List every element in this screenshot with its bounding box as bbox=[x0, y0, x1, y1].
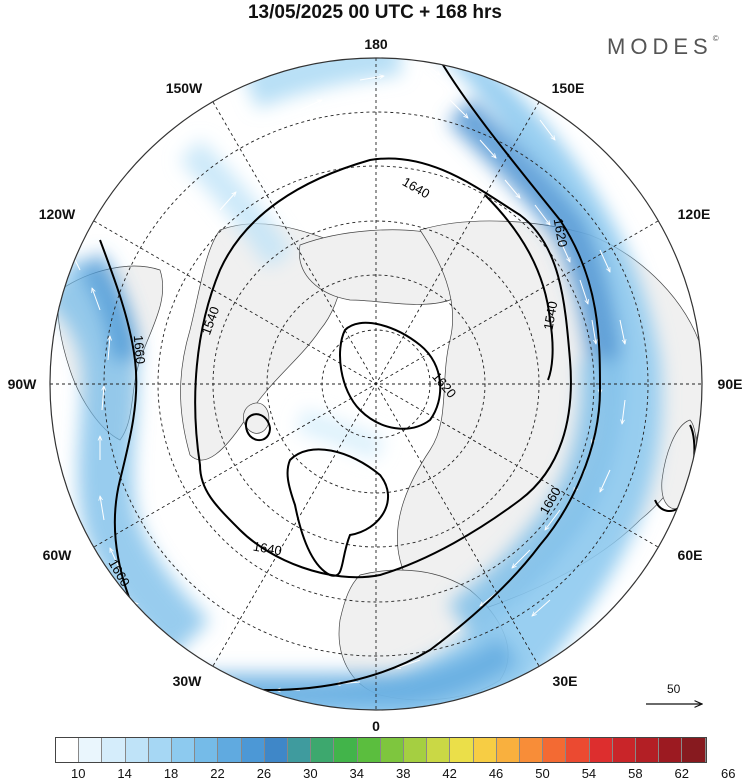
color-scale-tick-label: 10 bbox=[70, 766, 86, 781]
color-scale-cell bbox=[102, 738, 126, 762]
color-scale-cell bbox=[450, 738, 474, 762]
color-scale-cell bbox=[543, 738, 567, 762]
color-scale-cell bbox=[79, 738, 103, 762]
map-disc bbox=[50, 58, 702, 710]
color-scale-cell bbox=[148, 738, 173, 762]
color-scale-cell bbox=[520, 738, 544, 762]
color-scale-labels: 10141822263034384246505458626670 bbox=[55, 766, 735, 782]
lon-label-60e: 60E bbox=[678, 547, 703, 563]
brand-logo: MODES© bbox=[607, 34, 719, 60]
map-boundary bbox=[49, 57, 703, 711]
lon-label-30w: 30W bbox=[173, 673, 203, 689]
lon-label-150w: 150W bbox=[166, 80, 203, 96]
lon-label-120e: 120E bbox=[678, 206, 711, 222]
color-scale-cell bbox=[172, 738, 196, 762]
contour-1620-lower bbox=[286, 448, 390, 577]
contour-label-1540-right: 1540 bbox=[541, 300, 561, 331]
color-scale-cell bbox=[264, 738, 289, 762]
color-scale-tick-label: 50 bbox=[535, 766, 550, 781]
longitude-labels: 180 150W 150E 120W 120E 90W 90E 60W 60E … bbox=[8, 36, 743, 734]
color-scale-tick-label: 62 bbox=[674, 766, 690, 781]
lon-label-120w: 120W bbox=[39, 206, 76, 222]
lon-label-0: 0 bbox=[372, 718, 380, 734]
color-scale-tick-label: 66 bbox=[720, 766, 736, 781]
color-scale-cell bbox=[404, 738, 428, 762]
color-scale-tick-label: 14 bbox=[117, 766, 132, 781]
color-scale-cell bbox=[241, 738, 265, 762]
color-scale-cell bbox=[566, 738, 590, 762]
color-scale-cell bbox=[427, 738, 451, 762]
contour-label-1660-left: 1660 bbox=[131, 334, 148, 364]
color-scale-tick-label: 26 bbox=[256, 766, 272, 781]
color-scale-tick-label: 54 bbox=[581, 766, 597, 781]
contour-label-1620-right: 1620 bbox=[551, 217, 571, 248]
color-scale-cell bbox=[380, 738, 405, 762]
contour-small-loop bbox=[244, 413, 272, 442]
color-scale-cell bbox=[473, 738, 497, 762]
reference-vector: 50 bbox=[640, 682, 710, 712]
copyright-mark: © bbox=[712, 34, 719, 43]
lon-label-30e: 30E bbox=[553, 673, 578, 689]
color-scale-bar bbox=[55, 737, 707, 763]
color-scale-cell bbox=[636, 738, 660, 762]
contour-1640-outer bbox=[194, 157, 572, 579]
reference-vector-label: 50 bbox=[667, 682, 681, 696]
color-scale-tick-label: 42 bbox=[442, 766, 457, 781]
lon-label-90w: 90W bbox=[8, 376, 38, 392]
color-scale-cell bbox=[311, 738, 335, 762]
map-title: 13/05/2025 00 UTC + 168 hrs bbox=[247, 2, 503, 23]
color-scale-cell bbox=[357, 738, 381, 762]
contour-1620-center bbox=[339, 321, 442, 430]
reference-vector-arrow bbox=[646, 682, 710, 712]
lon-label-180: 180 bbox=[364, 36, 388, 52]
lon-label-90e: 90E bbox=[718, 376, 743, 392]
color-scale-cell bbox=[218, 738, 242, 762]
color-scale-tick-label: 58 bbox=[628, 766, 643, 781]
lon-label-60w: 60W bbox=[43, 547, 73, 563]
brand-text: MODES bbox=[607, 34, 713, 59]
color-scale-cell bbox=[496, 738, 521, 762]
color-scale-cell bbox=[56, 738, 80, 762]
color-scale-tick-label: 46 bbox=[488, 766, 504, 781]
height-contours bbox=[99, 59, 696, 691]
contour-label-1640-bottom: 1640 bbox=[252, 539, 283, 559]
color-scale-tick-label: 18 bbox=[163, 766, 179, 781]
color-scale-tick-label: 38 bbox=[395, 766, 411, 781]
color-scale-tick-label: 34 bbox=[349, 766, 365, 781]
color-scale-cell bbox=[659, 738, 683, 762]
contour-1660-outer bbox=[170, 59, 602, 691]
lon-label-150e: 150E bbox=[552, 80, 585, 96]
color-scale-cell bbox=[334, 738, 358, 762]
color-scale-cell bbox=[288, 738, 312, 762]
color-scale-tick-label: 30 bbox=[303, 766, 318, 781]
color-scale-cell bbox=[682, 738, 706, 762]
color-scale-cell bbox=[125, 738, 149, 762]
contour-1540-mid bbox=[484, 194, 554, 381]
color-scale-tick-label: 22 bbox=[210, 766, 225, 781]
color-scale-cell bbox=[195, 738, 219, 762]
color-scale-cell bbox=[589, 738, 613, 762]
color-scale-cell bbox=[612, 738, 637, 762]
